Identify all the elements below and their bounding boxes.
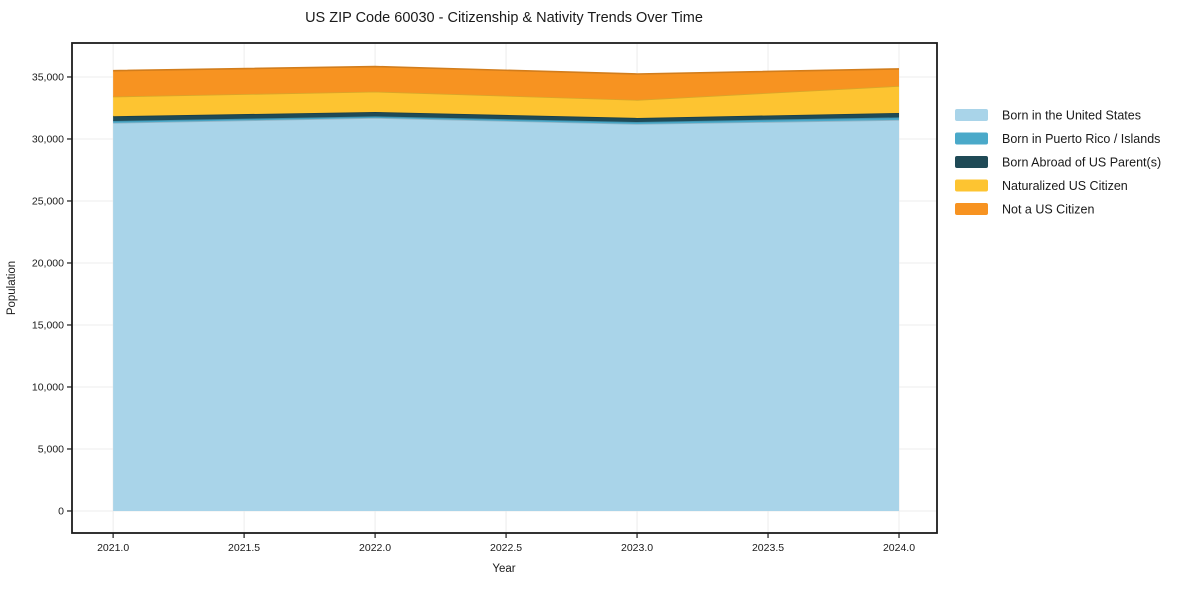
- legend-swatch-not-a-us-citizen: [955, 203, 988, 215]
- y-tick-label: 35,000: [32, 71, 64, 83]
- area-born-abroad-of-us-parent-s: [113, 111, 900, 122]
- legend-swatch-born-abroad-of-us-parent-s: [955, 156, 988, 168]
- x-tick-label: 2023.0: [621, 542, 653, 554]
- legend-swatch-born-in-the-united-states: [955, 109, 988, 121]
- y-axis-label: Population: [6, 261, 18, 315]
- x-tick-label: 2024.0: [883, 542, 915, 554]
- area-naturalized-us-citizen: [113, 85, 900, 118]
- legend-label-born-in-the-united-states: Born in the United States: [1002, 109, 1141, 123]
- x-tick-label: 2022.5: [490, 542, 522, 554]
- legend-label-born-abroad-of-us-parent-s: Born Abroad of US Parent(s): [1002, 156, 1161, 170]
- legend-swatch-born-in-puerto-rico-islands: [955, 132, 988, 145]
- area-not-a-us-citizen: [113, 66, 900, 100]
- legend: Born in the United States Born in Puerto …: [955, 109, 1161, 217]
- plot-border: [71, 42, 938, 534]
- legend-label-naturalized-us-citizen: Naturalized US Citizen: [1002, 179, 1128, 193]
- x-tick-label: 2022.0: [359, 542, 391, 554]
- chart-title: US ZIP Code 60030 - Citizenship & Nativi…: [305, 10, 703, 26]
- y-tick-label: 0: [58, 505, 64, 517]
- area-series: [113, 65, 900, 511]
- area-born-in-the-united-states: [113, 117, 900, 511]
- legend-label-not-a-us-citizen: Not a US Citizen: [1002, 203, 1094, 217]
- x-tick-label: 2021.0: [97, 542, 129, 554]
- legend-label-born-in-puerto-rico-islands: Born in Puerto Rico / Islands: [1002, 132, 1160, 146]
- x-tick-label: 2021.5: [228, 542, 260, 554]
- axis-tick-labels: 0 5,000 10,000 15,000 20,000 25,000 30,000 35,0…: [32, 71, 915, 554]
- y-tick-label: 25,000: [32, 195, 64, 207]
- area-edge-not-a-us-citizen: [113, 65, 900, 75]
- legend-swatch-naturalized-us-citizen: [955, 179, 988, 192]
- y-tick-label: 10,000: [32, 381, 64, 393]
- y-tick-label: 5,000: [38, 443, 64, 455]
- y-tick-label: 15,000: [32, 319, 64, 331]
- y-tick-label: 30,000: [32, 133, 64, 145]
- axis-ticks: [67, 76, 900, 538]
- x-axis-label: Year: [492, 563, 515, 575]
- y-tick-label: 20,000: [32, 257, 64, 269]
- x-tick-label: 2023.5: [752, 542, 784, 554]
